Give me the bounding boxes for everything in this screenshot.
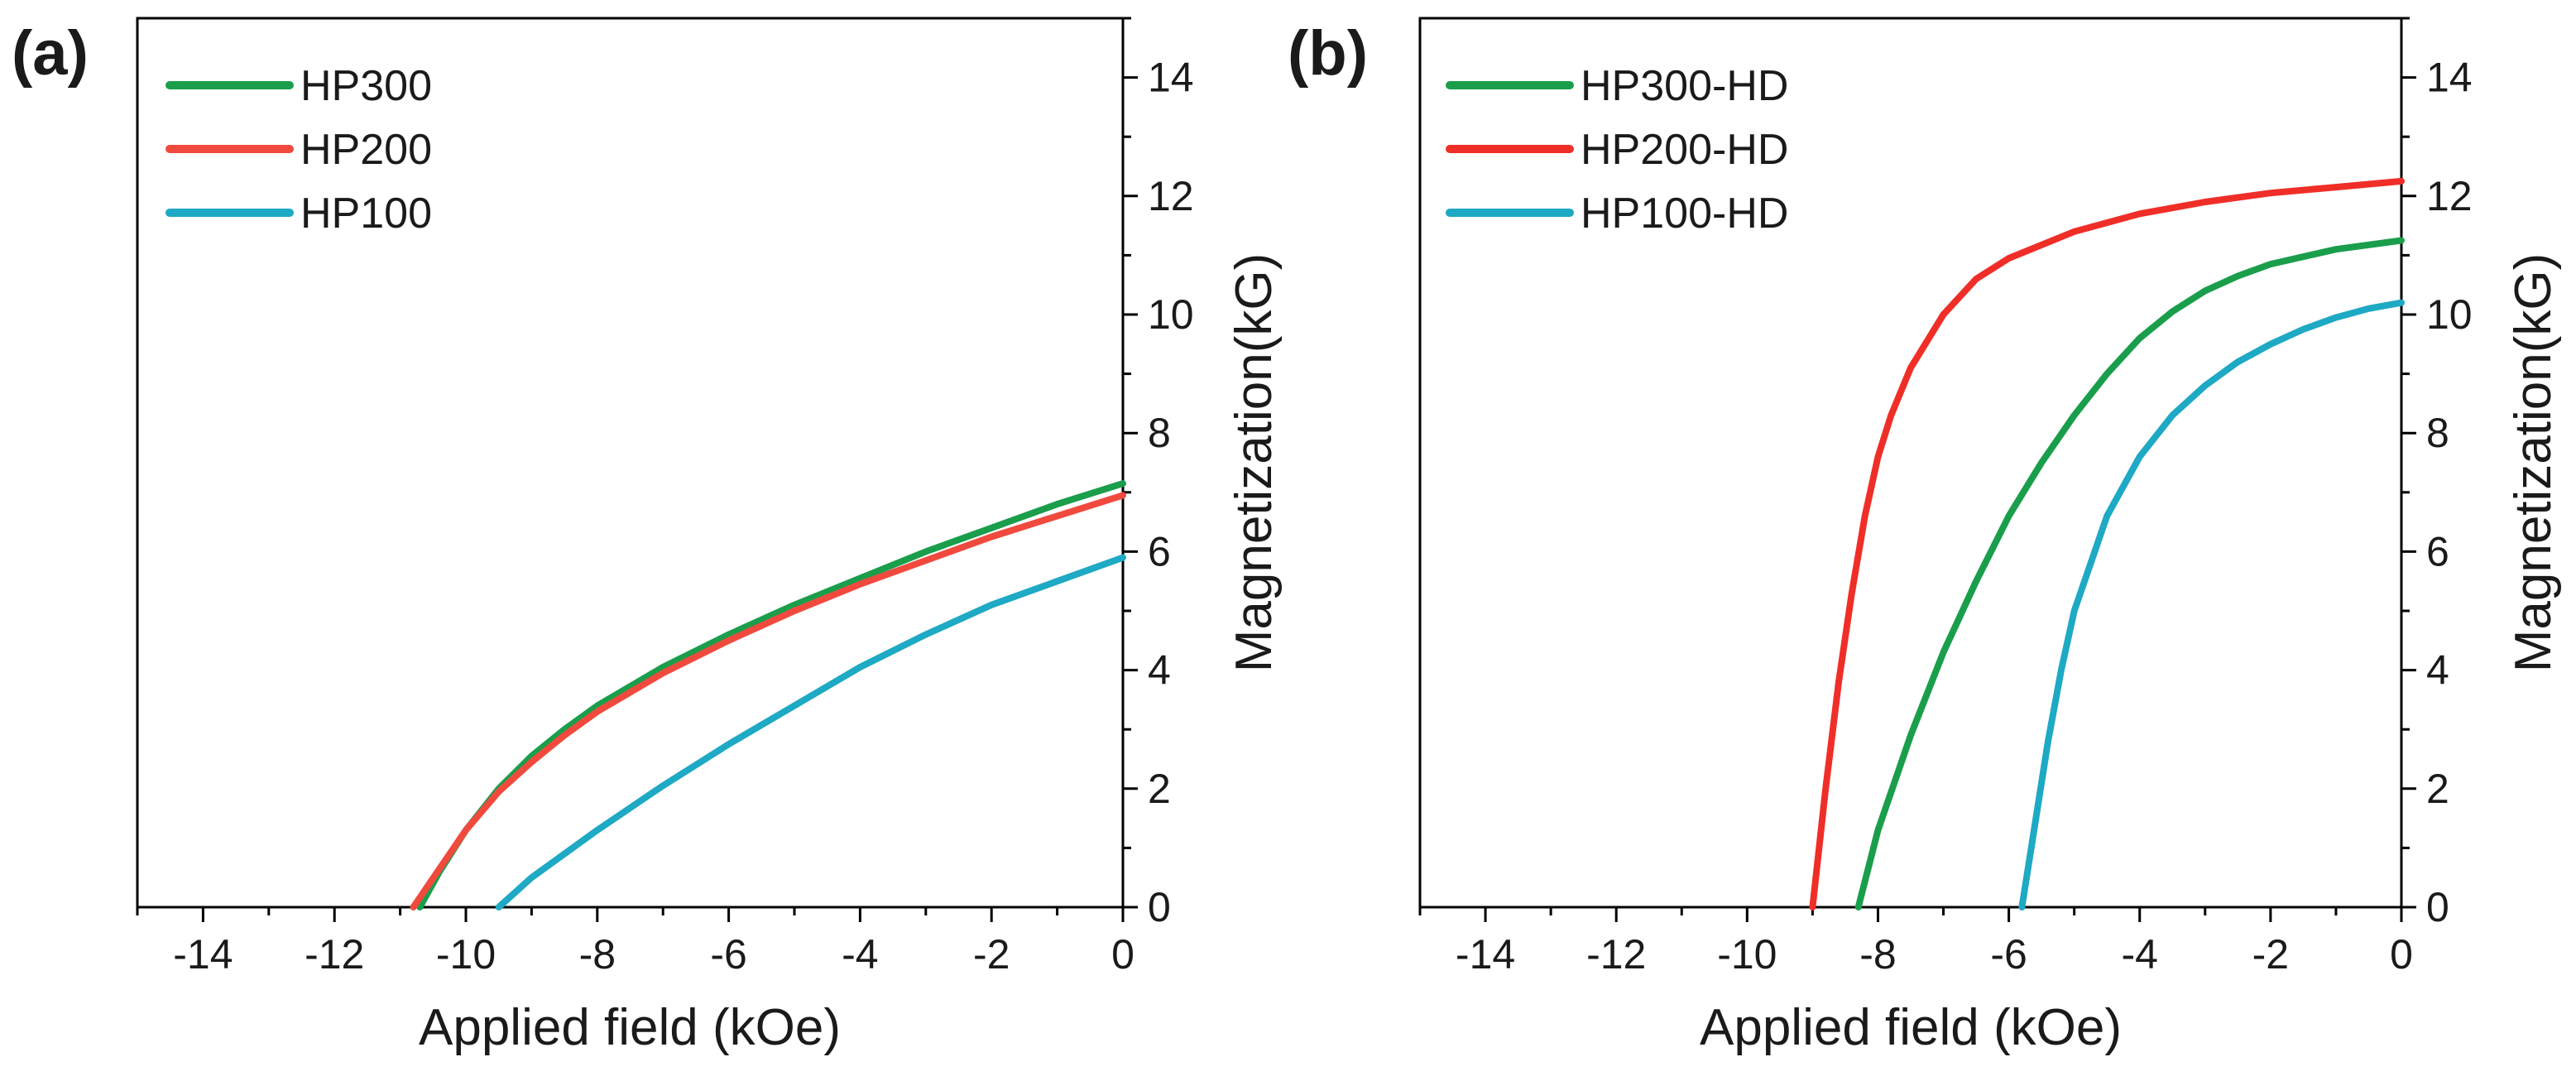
y-tick-label: 10 [2426, 291, 2473, 338]
panel-label: (b) [1288, 18, 1368, 89]
x-tick-label: -2 [973, 931, 1010, 978]
x-tick-label: -10 [436, 931, 496, 978]
y-tick-label: 2 [1148, 766, 1171, 812]
series-group [410, 480, 1126, 910]
series-group [1809, 177, 2405, 910]
y-tick-label: 0 [1148, 884, 1171, 930]
x-tick-label: -8 [1859, 931, 1896, 978]
x-axis-title: Applied field (kOe) [1700, 999, 2122, 1056]
x-tick-label: -6 [710, 931, 746, 978]
series-line-hp200-hd [1809, 177, 2405, 910]
x-tick-label: -10 [1717, 931, 1777, 978]
x-axis-ticks: -14 -12 -10 -8 -6 -4 -2 0 [1418, 907, 2413, 978]
panel-label: (a) [12, 18, 89, 89]
y-tick-label: 12 [2426, 173, 2473, 219]
x-axis-ticks: -14 -12 -10 -8 -6 -4 -2 0 [136, 907, 1134, 978]
series-line-hp100 [495, 554, 1126, 910]
y-tick-label: 0 [2426, 884, 2449, 930]
y-tick-label: 2 [2426, 766, 2449, 812]
x-tick-label: 0 [1111, 931, 1134, 978]
y-tick-label: 14 [1148, 55, 1194, 101]
series-line-hp300-hd [1854, 237, 2405, 910]
x-axis-title: Applied field (kOe) [419, 999, 841, 1056]
legend-label-hp100: HP100 [300, 190, 432, 238]
x-tick-label: -12 [1586, 931, 1646, 978]
series-line-hp100-hd [2018, 299, 2405, 910]
plot-frame [136, 17, 1125, 909]
y-axis-title: Magnetization(kG) [2505, 253, 2562, 673]
x-tick-label: -2 [2252, 931, 2289, 978]
y-tick-label: 6 [2426, 528, 2449, 574]
x-tick-label: -8 [579, 931, 616, 978]
y-axis-ticks: 0 2 4 6 8 10 12 14 [1123, 17, 1194, 930]
y-tick-label: 14 [2426, 55, 2473, 101]
y-axis-title: Magnetization(kG) [1226, 253, 1283, 673]
x-tick-label: -12 [305, 931, 364, 978]
x-tick-label: -6 [1990, 931, 2027, 978]
x-tick-label: -14 [1456, 931, 1515, 978]
y-tick-label: 12 [1148, 173, 1194, 219]
x-tick-label: -4 [842, 931, 878, 978]
y-tick-label: 8 [1148, 410, 1171, 456]
legend-label-hp300-hd: HP300-HD [1581, 62, 1788, 110]
legend-label-hp300: HP300 [300, 62, 432, 110]
x-tick-label: 0 [2390, 931, 2413, 978]
series-line-hp300 [416, 480, 1126, 910]
legend: HP300-HD HP200-HD HP100-HD [1446, 62, 1788, 238]
legend: HP300 HP200 HP100 [165, 62, 432, 238]
y-axis-ticks: 0 2 4 6 8 10 12 14 [2401, 17, 2473, 930]
y-tick-label: 4 [2426, 647, 2449, 694]
x-tick-label: -14 [173, 931, 233, 978]
y-tick-label: 8 [2426, 410, 2449, 456]
plot-frame [1418, 17, 2403, 909]
panel-b: (b) -14 -12 -10 -8 -6 -4 -2 0 0 2 4 6 8 10 12 14 HP300… [1288, 17, 2562, 1056]
y-tick-label: 6 [1148, 528, 1171, 574]
y-tick-label: 10 [1148, 291, 1194, 338]
legend-label-hp200-hd: HP200-HD [1581, 126, 1788, 174]
series-line-hp200 [410, 492, 1126, 910]
legend-label-hp200: HP200 [300, 126, 432, 174]
y-tick-label: 4 [1148, 647, 1171, 694]
legend-label-hp100-hd: HP100-HD [1581, 190, 1788, 238]
x-tick-label: -4 [2121, 931, 2157, 978]
panel-a: (a) -14 -12 -10 -8 -6 -4 -2 0 0 2 4 6 8 10 12 14 HP300… [12, 17, 1283, 1056]
